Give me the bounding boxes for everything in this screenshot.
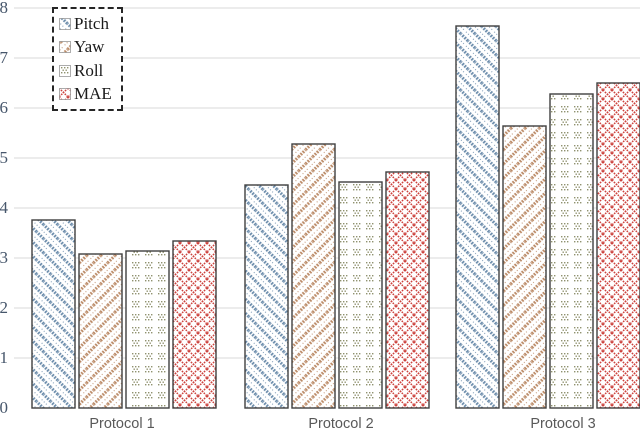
bar-roll-protocol-3: [549, 93, 594, 409]
bar-pitch-protocol-3: [455, 25, 500, 409]
yaw-swatch-icon: [59, 41, 71, 54]
legend-item-roll: Roll: [59, 59, 121, 83]
y-tick-label-0: 0: [0, 398, 8, 417]
mae-swatch-icon: [59, 88, 71, 101]
bar-pitch-protocol-1: [31, 219, 76, 409]
y-tick-label-1: 1: [0, 348, 8, 367]
legend: Pitch Yaw Roll MAE: [52, 7, 123, 111]
y-tick-label-6: 6: [0, 98, 8, 117]
bars: [31, 25, 640, 409]
pitch-swatch-icon: [59, 17, 71, 30]
legend-label-mae: MAE: [74, 84, 112, 104]
y-tick-label-3: 3: [0, 248, 8, 267]
bar-yaw-protocol-3: [502, 125, 547, 409]
bar-roll-protocol-2: [338, 181, 383, 409]
bar-mae-protocol-3: [596, 82, 640, 409]
legend-label-roll: Roll: [74, 60, 104, 80]
x-tick-label-protocol-1: Protocol 1: [89, 416, 155, 432]
bar-yaw-protocol-1: [78, 253, 123, 409]
bar-mae-protocol-1: [172, 240, 217, 409]
roll-swatch-icon: [59, 64, 71, 77]
y-tick-label-8: 8: [0, 0, 8, 17]
bar-yaw-protocol-2: [291, 143, 336, 409]
bar-pitch-protocol-2: [244, 184, 289, 409]
bar-roll-protocol-1: [125, 250, 170, 409]
bar-mae-protocol-2: [385, 171, 430, 409]
legend-label-yaw: Yaw: [74, 37, 105, 57]
legend-item-yaw: Yaw: [59, 36, 121, 60]
y-tick-label-7: 7: [0, 48, 8, 67]
y-tick-label-4: 4: [0, 198, 8, 217]
legend-item-pitch: Pitch: [59, 12, 121, 36]
legend-label-pitch: Pitch: [74, 13, 109, 33]
x-tick-label-protocol-3: Protocol 3: [530, 416, 596, 432]
y-tick-label-2: 2: [0, 298, 8, 317]
y-tick-label-5: 5: [0, 148, 8, 167]
x-tick-label-protocol-2: Protocol 2: [308, 416, 374, 432]
legend-item-mae: MAE: [59, 83, 121, 107]
